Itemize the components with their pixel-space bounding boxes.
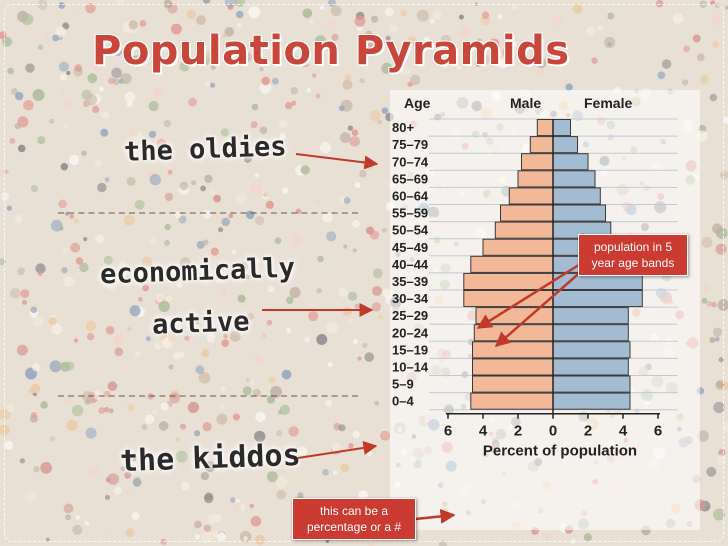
age-label: 35–39 bbox=[392, 274, 428, 289]
age-label: 10–14 bbox=[392, 360, 429, 375]
bar-female bbox=[552, 153, 589, 171]
bar-female bbox=[552, 341, 631, 359]
male-header: Male bbox=[510, 95, 541, 111]
bar-male bbox=[500, 204, 554, 222]
bar-male bbox=[472, 341, 554, 359]
age-label: 55–59 bbox=[392, 206, 428, 221]
bar-female bbox=[552, 187, 601, 205]
age-label: 45–49 bbox=[392, 240, 428, 255]
bar-male bbox=[463, 272, 554, 290]
x-tick-label: 0 bbox=[549, 423, 557, 440]
section-divider-top bbox=[58, 212, 358, 214]
section-divider-bottom bbox=[58, 395, 358, 397]
label-active: active bbox=[151, 306, 251, 341]
bar-female bbox=[552, 324, 629, 342]
x-tick-label: 6 bbox=[654, 423, 662, 440]
bar-male bbox=[470, 392, 554, 410]
bar-female bbox=[552, 119, 571, 137]
slide-frame bbox=[4, 4, 724, 542]
bar-male bbox=[482, 238, 554, 256]
bar-male bbox=[494, 221, 554, 239]
bar-female bbox=[552, 358, 629, 376]
bar-male bbox=[508, 187, 554, 205]
bar-female bbox=[552, 307, 629, 325]
female-header: Female bbox=[584, 95, 632, 111]
age-label: 30–34 bbox=[392, 291, 429, 306]
age-label: 5–9 bbox=[392, 377, 414, 392]
bar-female bbox=[552, 170, 596, 188]
bar-female bbox=[552, 136, 578, 154]
bar-male bbox=[473, 324, 554, 342]
label-kiddos: the kiddos bbox=[119, 437, 302, 480]
note-age-bands: population in 5 year age bands bbox=[578, 234, 688, 276]
bar-male bbox=[472, 358, 554, 376]
age-label: 70–74 bbox=[392, 154, 429, 169]
bar-male bbox=[470, 255, 554, 273]
bar-female bbox=[552, 375, 631, 393]
x-tick-label: 6 bbox=[444, 423, 452, 440]
x-tick-label: 2 bbox=[514, 423, 522, 440]
age-label: 0–4 bbox=[392, 394, 414, 409]
note-percentage: this can be a percentage or a # bbox=[292, 498, 416, 540]
bar-female bbox=[552, 204, 606, 222]
bar-male bbox=[529, 136, 554, 154]
age-label: 40–44 bbox=[392, 257, 429, 272]
bar-male bbox=[463, 290, 554, 308]
age-label: 50–54 bbox=[392, 223, 429, 238]
age-label: 75–79 bbox=[392, 137, 428, 152]
bar-male bbox=[475, 307, 554, 325]
age-label: 25–29 bbox=[392, 308, 428, 323]
pyramid-chart: Age Male Female 80+ 75–79 70–74 65–69 60–64 55–5… bbox=[392, 95, 678, 460]
slide-title: Population Pyramids bbox=[92, 28, 570, 74]
age-label: 60–64 bbox=[392, 189, 429, 204]
bar-male bbox=[517, 170, 554, 188]
bar-male bbox=[536, 119, 554, 137]
bar-male bbox=[472, 375, 554, 393]
x-axis-title: Percent of population bbox=[483, 443, 637, 460]
x-tick-label: 4 bbox=[619, 423, 628, 440]
bar-female bbox=[552, 392, 631, 410]
label-oldies: the oldies bbox=[123, 131, 288, 168]
age-label: 65–69 bbox=[392, 171, 428, 186]
age-label: 15–19 bbox=[392, 342, 428, 357]
x-tick-label: 2 bbox=[584, 423, 592, 440]
bar-male bbox=[521, 153, 554, 171]
age-header: Age bbox=[404, 95, 431, 111]
x-tick-label: 4 bbox=[479, 423, 488, 440]
age-label: 20–24 bbox=[392, 325, 429, 340]
age-label: 80+ bbox=[392, 120, 414, 135]
bar-female bbox=[552, 290, 643, 308]
